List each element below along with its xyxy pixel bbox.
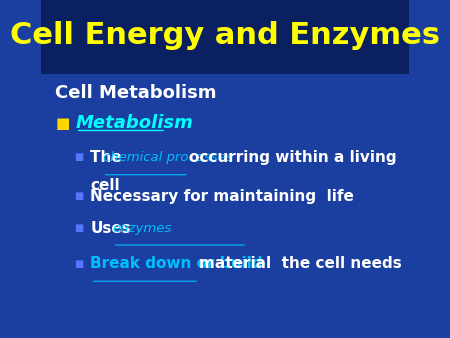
Text: Cell Energy and Enzymes: Cell Energy and Enzymes xyxy=(10,21,440,50)
Text: Uses: Uses xyxy=(90,221,131,236)
Text: Metabolism: Metabolism xyxy=(76,114,194,132)
Text: material  the cell needs: material the cell needs xyxy=(199,256,402,271)
Text: ■: ■ xyxy=(74,259,83,269)
Text: occurring within a living: occurring within a living xyxy=(189,150,396,165)
FancyBboxPatch shape xyxy=(40,0,410,74)
Text: cell: cell xyxy=(90,178,120,193)
Text: ■: ■ xyxy=(74,223,83,233)
Text: ■: ■ xyxy=(74,191,83,201)
Text: enzymes: enzymes xyxy=(112,222,172,235)
Text: Necessary for maintaining  life: Necessary for maintaining life xyxy=(90,189,354,203)
Text: ■: ■ xyxy=(74,152,83,162)
Text: ■: ■ xyxy=(55,116,70,131)
Text: Cell Metabolism: Cell Metabolism xyxy=(55,84,217,102)
Text: The: The xyxy=(90,150,127,165)
Text: chemical processes: chemical processes xyxy=(103,151,232,164)
Text: Break down or build: Break down or build xyxy=(90,256,263,271)
